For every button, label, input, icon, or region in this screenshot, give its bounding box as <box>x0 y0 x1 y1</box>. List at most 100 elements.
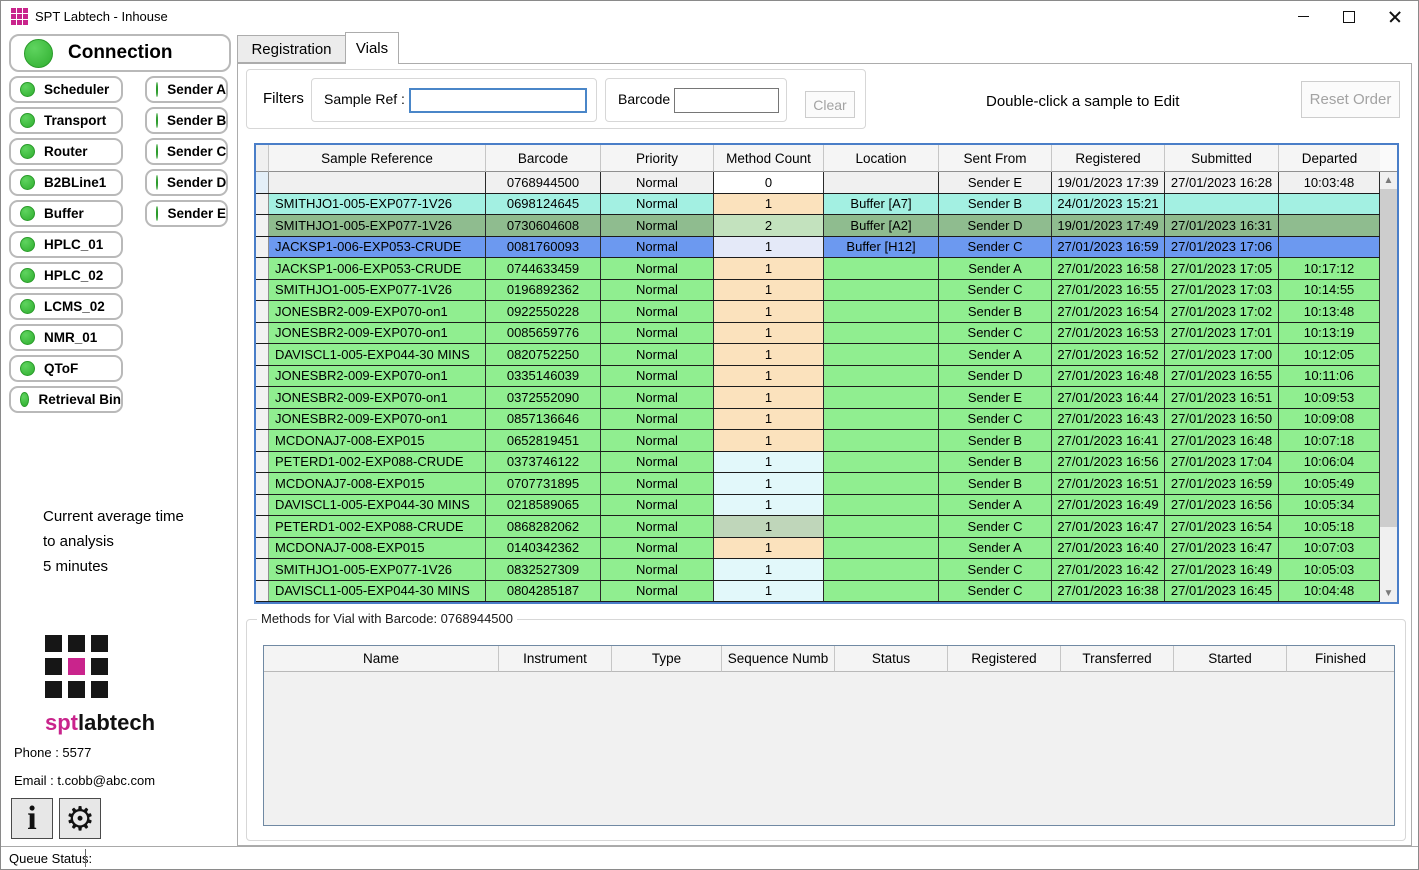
vials-table-body: 0768944500Normal0Sender E19/01/2023 17:3… <box>256 172 1380 602</box>
vials-row[interactable]: JONESBR2-009-EXP070-on10372552090Normal1… <box>256 387 1380 409</box>
column-header[interactable]: Submitted <box>1165 145 1279 172</box>
vials-row[interactable]: JONESBR2-009-EXP070-on10922550228Normal1… <box>256 301 1380 323</box>
vials-scrollbar[interactable]: ▲ ▼ <box>1380 172 1397 602</box>
tab-vials[interactable]: Vials <box>345 32 399 64</box>
device-button-nmr-01[interactable]: NMR_01 <box>9 324 123 351</box>
row-header-cell <box>256 559 269 580</box>
status-dot-icon <box>20 361 35 376</box>
column-header[interactable]: Registered <box>1052 145 1165 172</box>
scrollbar-thumb[interactable] <box>1380 189 1397 527</box>
column-header[interactable]: Finished <box>1287 646 1394 672</box>
device-button-router[interactable]: Router <box>9 138 123 165</box>
filters-label: Filters <box>263 90 304 107</box>
vials-row[interactable]: JACKSP1-006-EXP053-CRUDE0081760093Normal… <box>256 237 1380 259</box>
info-icon: i <box>27 804 36 834</box>
scroll-up-icon[interactable]: ▲ <box>1380 172 1397 189</box>
device-button-b2bline1[interactable]: B2BLine1 <box>9 169 123 196</box>
connection-status-icon <box>24 39 53 68</box>
column-header[interactable]: Sent From <box>939 145 1052 172</box>
column-header[interactable]: Method Count <box>714 145 824 172</box>
table-cell: 27/01/2023 16:59 <box>1165 473 1279 494</box>
button-label: Sender D <box>167 175 226 190</box>
vials-row[interactable]: DAVISCL1-005-EXP044-30 MINS0804285187Nor… <box>256 581 1380 603</box>
column-header[interactable]: Sample Reference <box>269 145 486 172</box>
sample-ref-input[interactable] <box>409 88 587 113</box>
table-cell: 10:14:55 <box>1279 280 1380 301</box>
scroll-down-icon[interactable]: ▼ <box>1380 585 1397 602</box>
table-cell: 24/01/2023 15:21 <box>1052 194 1165 215</box>
table-cell: Sender B <box>939 301 1052 322</box>
device-button-scheduler[interactable]: Scheduler <box>9 76 123 103</box>
table-cell: 19/01/2023 17:39 <box>1052 172 1165 193</box>
vials-row[interactable]: MCDONAJ7-008-EXP0150652819451Normal1Send… <box>256 430 1380 452</box>
table-cell: 1 <box>714 194 824 215</box>
button-label: Scheduler <box>44 82 109 97</box>
column-header[interactable]: Barcode <box>486 145 601 172</box>
vials-row[interactable]: DAVISCL1-005-EXP044-30 MINS0820752250Nor… <box>256 344 1380 366</box>
status-dot-icon <box>20 206 35 221</box>
column-header[interactable]: Location <box>824 145 939 172</box>
table-cell: 1 <box>714 301 824 322</box>
sender-button-sender-a[interactable]: Sender A <box>145 76 228 103</box>
column-header[interactable]: Registered <box>948 646 1061 672</box>
table-cell: 27/01/2023 16:47 <box>1052 516 1165 537</box>
clear-button[interactable]: Clear <box>805 91 855 118</box>
sender-button-sender-d[interactable]: Sender D <box>145 169 228 196</box>
table-cell <box>824 581 939 602</box>
table-cell: 0085659776 <box>486 323 601 344</box>
vials-row[interactable]: PETERD1-002-EXP088-CRUDE0373746122Normal… <box>256 452 1380 474</box>
tab-registration[interactable]: Registration <box>237 35 346 63</box>
table-cell: PETERD1-002-EXP088-CRUDE <box>269 516 486 537</box>
column-header[interactable]: Name <box>264 646 499 672</box>
device-button-hplc-02[interactable]: HPLC_02 <box>9 262 123 289</box>
vials-row[interactable]: JONESBR2-009-EXP070-on10085659776Normal1… <box>256 323 1380 345</box>
maximize-button[interactable] <box>1326 1 1372 32</box>
vials-row[interactable]: SMITHJO1-005-EXP077-1V260196892362Normal… <box>256 280 1380 302</box>
minimize-button[interactable] <box>1280 1 1326 32</box>
device-button-lcms-02[interactable]: LCMS_02 <box>9 293 123 320</box>
table-cell: MCDONAJ7-008-EXP015 <box>269 430 486 451</box>
column-header[interactable]: Sequence Numb <box>722 646 835 672</box>
table-cell: Sender C <box>939 237 1052 258</box>
vials-row[interactable]: SMITHJO1-005-EXP077-1V260698124645Normal… <box>256 194 1380 216</box>
vials-row[interactable]: 0768944500Normal0Sender E19/01/2023 17:3… <box>256 172 1380 194</box>
table-cell: 27/01/2023 16:48 <box>1165 430 1279 451</box>
table-cell: Normal <box>601 409 714 430</box>
column-header[interactable]: Started <box>1174 646 1287 672</box>
column-header[interactable]: Status <box>835 646 948 672</box>
vials-row[interactable]: SMITHJO1-005-EXP077-1V260832527309Normal… <box>256 559 1380 581</box>
row-header-corner <box>256 145 269 172</box>
column-header[interactable]: Instrument <box>499 646 612 672</box>
device-button-qtof[interactable]: QToF <box>9 355 123 382</box>
column-header[interactable]: Priority <box>601 145 714 172</box>
sender-button-sender-b[interactable]: Sender B <box>145 107 228 134</box>
sender-button-sender-e[interactable]: Sender E <box>145 200 228 227</box>
vials-row[interactable]: JONESBR2-009-EXP070-on10857136646Normal1… <box>256 409 1380 431</box>
vials-row[interactable]: PETERD1-002-EXP088-CRUDE0868282062Normal… <box>256 516 1380 538</box>
table-cell <box>824 430 939 451</box>
settings-button[interactable]: ⚙ <box>59 798 101 839</box>
button-label: Transport <box>44 113 106 128</box>
status-dot-icon <box>20 113 35 128</box>
close-button[interactable] <box>1372 1 1418 32</box>
column-header[interactable]: Type <box>612 646 722 672</box>
column-header[interactable]: Departed <box>1279 145 1380 172</box>
column-header[interactable]: Transferred <box>1061 646 1174 672</box>
device-button-retrieval-bin[interactable]: Retrieval Bin <box>9 386 123 413</box>
info-button[interactable]: i <box>11 798 53 839</box>
device-button-transport[interactable]: Transport <box>9 107 123 134</box>
reset-order-button[interactable]: Reset Order <box>1301 81 1400 118</box>
vials-row[interactable]: JONESBR2-009-EXP070-on10335146039Normal1… <box>256 366 1380 388</box>
connection-button[interactable]: Connection <box>9 34 231 72</box>
status-dot-icon <box>20 175 35 190</box>
device-button-buffer[interactable]: Buffer <box>9 200 123 227</box>
vials-row[interactable]: DAVISCL1-005-EXP044-30 MINS0218589065Nor… <box>256 495 1380 517</box>
sender-button-sender-c[interactable]: Sender C <box>145 138 228 165</box>
barcode-input[interactable] <box>674 88 779 113</box>
vials-row[interactable]: MCDONAJ7-008-EXP0150707731895Normal1Send… <box>256 473 1380 495</box>
vials-row[interactable]: MCDONAJ7-008-EXP0150140342362Normal1Send… <box>256 538 1380 560</box>
vials-row[interactable]: SMITHJO1-005-EXP077-1V260730604608Normal… <box>256 215 1380 237</box>
vials-row[interactable]: JACKSP1-006-EXP053-CRUDE0744633459Normal… <box>256 258 1380 280</box>
statusbar-divider <box>85 849 86 867</box>
device-button-hplc-01[interactable]: HPLC_01 <box>9 231 123 258</box>
